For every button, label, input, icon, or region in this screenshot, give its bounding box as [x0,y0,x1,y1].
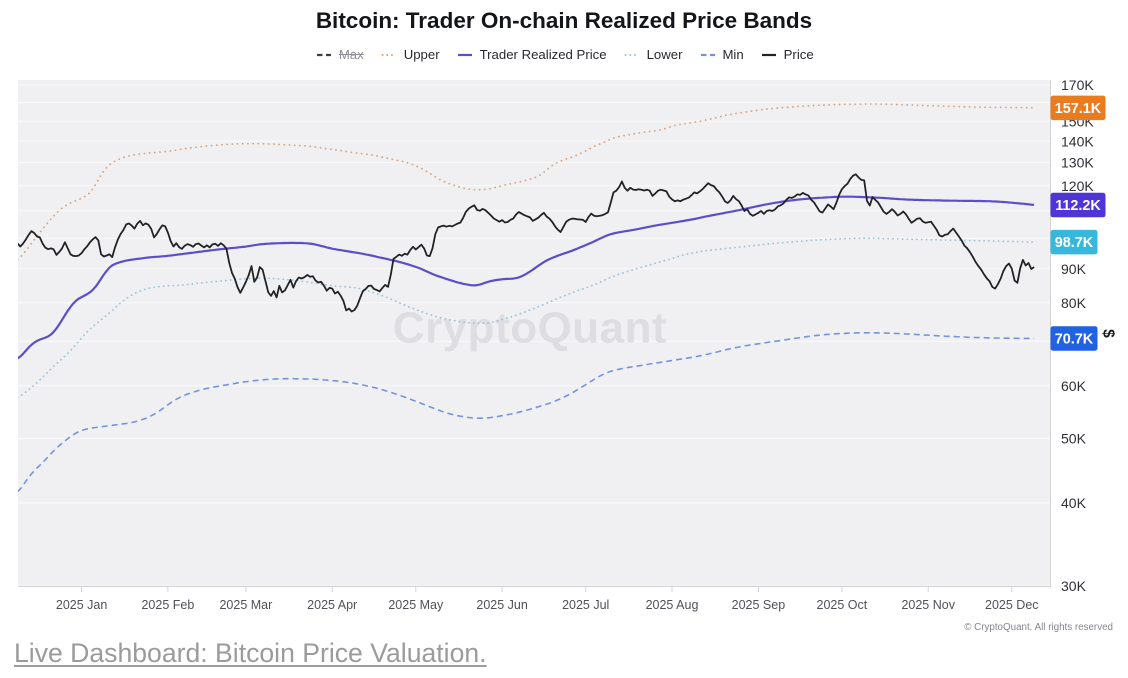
svg-text:50K: 50K [1061,431,1087,447]
svg-text:98.7K: 98.7K [1055,235,1094,251]
svg-text:2025 Apr: 2025 Apr [307,598,357,612]
svg-text:112.2K: 112.2K [1055,198,1101,214]
svg-text:2025 May: 2025 May [388,598,444,612]
svg-text:140K: 140K [1061,133,1094,149]
svg-text:$: $ [1100,329,1117,338]
svg-text:30K: 30K [1061,578,1087,594]
svg-text:2025 Jun: 2025 Jun [476,598,527,612]
svg-text:170K: 170K [1061,77,1094,93]
svg-text:2025 Feb: 2025 Feb [141,598,194,612]
svg-text:60K: 60K [1061,378,1087,394]
svg-text:130K: 130K [1061,155,1094,171]
svg-text:© CryptoQuant. All rights rese: © CryptoQuant. All rights reserved [964,622,1113,633]
svg-text:70.7K: 70.7K [1055,331,1094,347]
svg-text:2025 Sep: 2025 Sep [732,598,786,612]
svg-text:120K: 120K [1061,178,1094,194]
svg-text:157.1K: 157.1K [1055,101,1102,117]
svg-text:40K: 40K [1061,495,1087,511]
svg-text:CryptoQuant: CryptoQuant [393,304,667,353]
svg-text:2025 Oct: 2025 Oct [817,598,868,612]
svg-text:2025 Jul: 2025 Jul [562,598,609,612]
svg-text:2025 Jan: 2025 Jan [56,598,107,612]
svg-text:80K: 80K [1061,295,1087,311]
svg-text:2025 Nov: 2025 Nov [901,598,955,612]
svg-text:90K: 90K [1061,261,1087,277]
svg-text:2025 Aug: 2025 Aug [646,598,699,612]
svg-text:2025 Dec: 2025 Dec [985,598,1039,612]
svg-text:2025 Mar: 2025 Mar [219,598,272,612]
